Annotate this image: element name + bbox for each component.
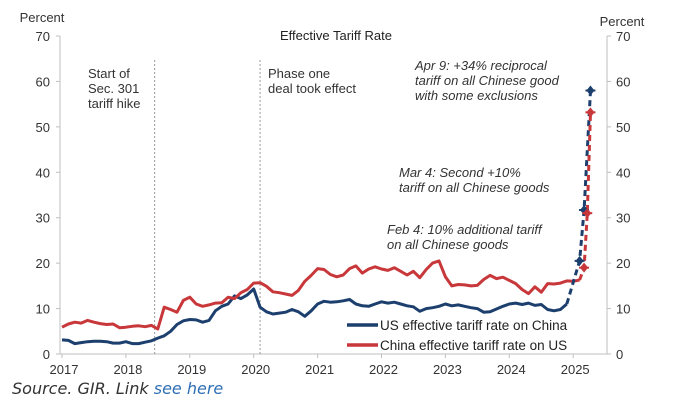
x-tick-label: 2022 [369,362,398,377]
event-label: tariff hike [88,96,141,111]
data-point-marker [585,107,596,118]
y-axis-label-right: Percent [600,14,645,29]
see-here-link[interactable]: see here [153,379,224,398]
y-tick-label-right: 30 [616,211,630,226]
y-tick-label-right: 0 [616,347,623,362]
event-label: deal took effect [268,81,356,96]
y-tick-label-right: 40 [616,165,630,180]
event-annotation: on all Chinese goods [387,237,509,252]
y-tick-label-right: 10 [616,302,630,317]
legend: US effective tariff rate on China China … [347,318,568,353]
legend-label-us: US effective tariff rate on China [380,318,568,333]
series-lines [61,90,592,346]
y-ticks-left: 0 10 20 30 40 50 60 70 [36,29,60,362]
us-tariff-line-projected [565,90,592,305]
legend-label-china: China effective tariff rate on US [380,338,567,353]
data-point-marker [579,262,590,273]
data-point-marker [585,85,596,96]
source-note: Source. GIR. Link see here [12,379,223,398]
event-annotation: Feb 4: 10% additional tariff [387,222,543,237]
event-annotation: Apr 9: +34% reciprocal [414,58,548,73]
data-point-marker [582,208,593,219]
x-tick-label: 2024 [497,362,526,377]
y-tick-label-left: 40 [36,165,50,180]
y-tick-label-right: 20 [616,256,630,271]
event-annotation: Mar 4: Second +10% [399,165,521,180]
event-annotation: with some exclusions [415,88,538,103]
y-tick-label-left: 30 [36,211,50,226]
chart-title: Effective Tariff Rate [280,28,392,43]
x-tick-label: 2021 [305,362,334,377]
x-tick-label: 2023 [433,362,462,377]
x-tick-label: 2018 [113,362,142,377]
y-tick-label-right: 60 [616,74,630,89]
china-tariff-line [61,259,580,331]
x-tick-label: 2017 [50,362,79,377]
x-tick-label: 2025 [561,362,590,377]
y-tick-label-right: 50 [616,120,630,135]
y-tick-label-left: 0 [43,347,50,362]
event-label: Phase one [268,66,330,81]
us-tariff-line [61,287,568,346]
data-point-marker [574,255,585,266]
x-tick-label: 2019 [177,362,206,377]
x-tick-label: 2020 [241,362,270,377]
y-axis-label-left: Percent [20,10,65,25]
event-annotation: tariff on all Chinese goods [399,180,550,195]
event-annotation: tariff on all Chinese good [415,73,560,88]
y-tick-label-left: 70 [36,29,50,44]
y-tick-label-left: 10 [36,302,50,317]
y-tick-label-left: 60 [36,74,50,89]
x-ticks: 2017 2018 2019 2020 2021 2022 2023 2024 2025 [50,354,590,377]
event-label: Sec. 301 [88,81,139,96]
china-tariff-line-projected [578,112,592,281]
source-text: Source. GIR. Link [12,379,154,398]
y-tick-label-right: 70 [616,29,630,44]
y-tick-label-left: 50 [36,120,50,135]
y-tick-label-left: 20 [36,256,50,271]
series-markers [574,85,596,273]
event-label: Start of [88,66,130,81]
y-ticks-right: 0 10 20 30 40 50 60 70 [607,29,630,362]
